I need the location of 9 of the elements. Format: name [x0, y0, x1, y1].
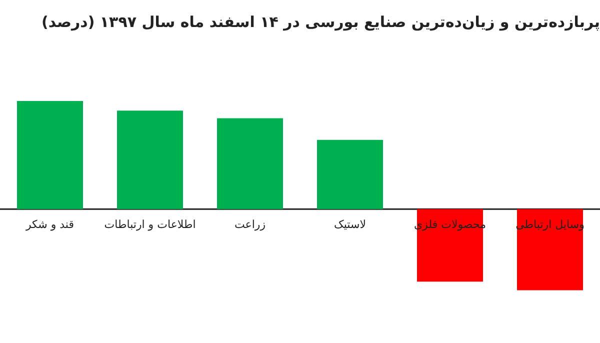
- x-tick-label: اطلاعات و ارتباطات: [104, 218, 196, 231]
- x-tick-label: زراعت: [234, 218, 266, 231]
- bar: [217, 118, 283, 210]
- x-tick-label: قند و شکر: [24, 218, 74, 231]
- x-tick-label: لاستیک: [334, 218, 366, 231]
- chart-title: پربازده‌ترین و زیان‌ده‌ترین صنایع بورسی در ۱۴ اسفند ماه سال ۱۳۹۷ (درصد): [41, 12, 600, 31]
- bar: [317, 140, 383, 210]
- bar: [17, 100, 83, 210]
- bar: [117, 110, 183, 210]
